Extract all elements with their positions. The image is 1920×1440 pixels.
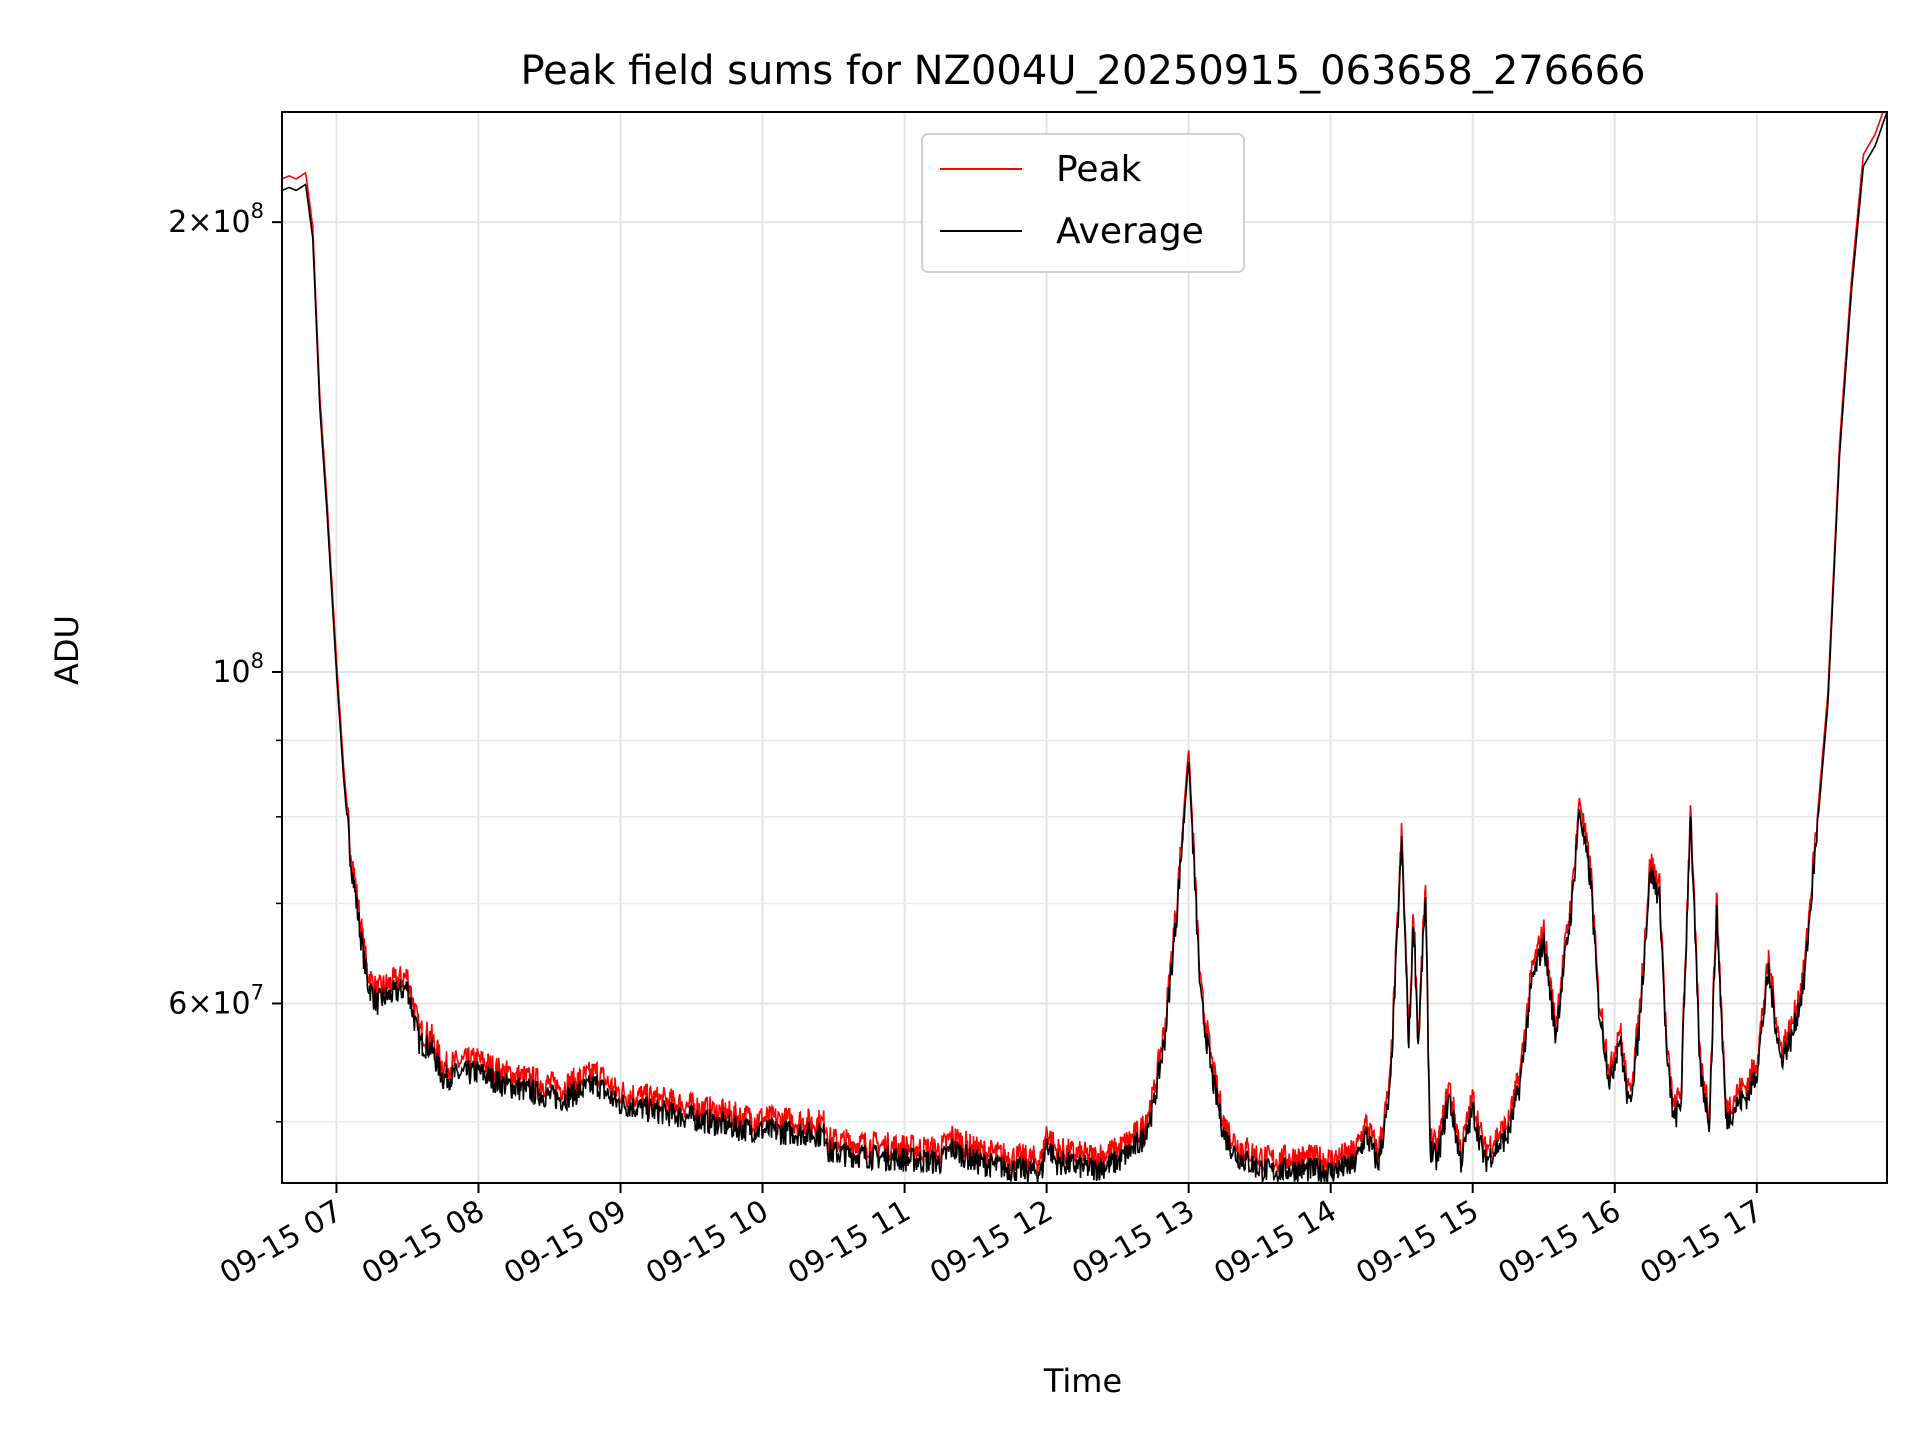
y-tick-base: 10 [212,655,250,690]
y-tick-exponent: 8 [251,649,264,673]
y-tick-label: 2×108 [168,199,264,240]
chart-title: Peak field sums for NZ004U_20250915_0636… [520,48,1645,94]
legend: Peak Average [921,133,1245,273]
x-axis-title: Time [1043,1362,1122,1400]
y-tick-exponent: 8 [251,199,264,223]
series-average-line [282,112,1887,1183]
series-peak-line [282,112,1884,1175]
y-tick-label: 6×107 [168,980,264,1021]
y-tick-times: ×10 [187,205,250,240]
y-tick-exponent: 7 [251,980,264,1004]
grid [282,112,1887,1183]
y-tick-times: ×10 [187,986,250,1021]
legend-label-average: Average [1056,211,1204,252]
y-tick-label: 108 [212,649,264,690]
y-tick-mantissa: 2 [168,205,187,240]
axes-frame [281,111,1888,1184]
y-axis-title: ADU [48,615,86,685]
legend-label-peak: Peak [1056,149,1142,190]
y-tick-mantissa: 6 [168,986,187,1021]
plot-area [282,112,1887,1183]
